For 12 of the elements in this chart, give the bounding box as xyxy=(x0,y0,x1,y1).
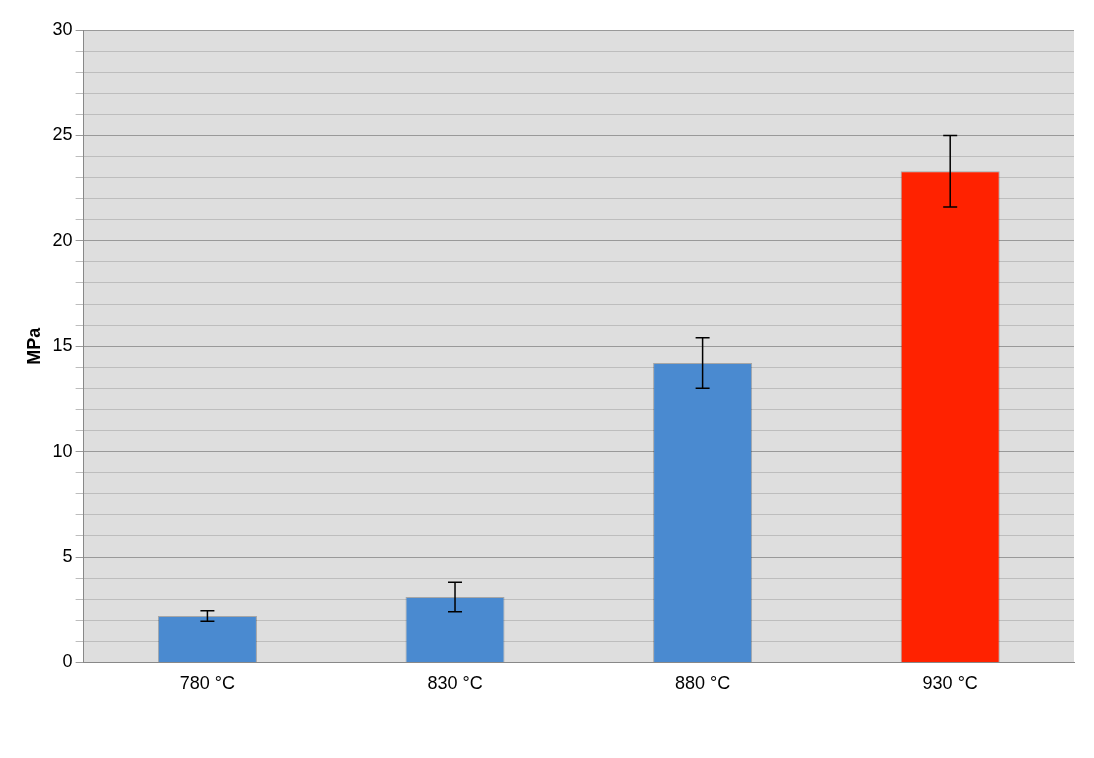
y-tick-label: 15 xyxy=(52,335,73,356)
y-tick-label: 0 xyxy=(62,651,73,672)
y-tick-label: 20 xyxy=(52,229,73,250)
y-tick-label: 10 xyxy=(52,440,73,461)
x-tick-label: 830 °C xyxy=(427,673,483,694)
y-tick-label: 25 xyxy=(52,124,73,145)
x-tick-label: 880 °C xyxy=(674,673,731,694)
y-tick-label: 30 xyxy=(52,18,73,39)
x-tick-label: 780 °C xyxy=(179,673,236,694)
y-tick-label: 5 xyxy=(62,545,73,566)
y-axis-title: MPa xyxy=(23,326,44,365)
x-tick-label: 930 °C xyxy=(922,673,978,694)
